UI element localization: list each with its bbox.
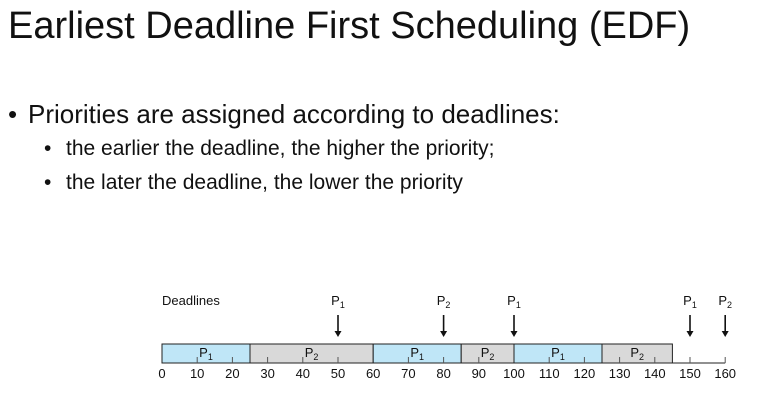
tick-label: 40 xyxy=(296,366,310,381)
arrow-down-icon xyxy=(334,331,342,337)
arrow-down-icon xyxy=(686,331,694,337)
segment-label: P2 xyxy=(630,345,644,362)
tick-label: 120 xyxy=(574,366,596,381)
schedule-segment: P1 xyxy=(513,343,603,364)
deadline-label: P1 xyxy=(683,293,697,310)
deadline-label: P2 xyxy=(718,293,732,310)
segment-label: P2 xyxy=(305,345,319,362)
tick-label: 70 xyxy=(401,366,415,381)
bullet-text: Priorities are assigned according to dea… xyxy=(28,99,560,129)
deadline-label: P2 xyxy=(437,293,451,310)
tick-label: 20 xyxy=(225,366,239,381)
deadline-label: P1 xyxy=(507,293,521,310)
deadline-marker: P2 xyxy=(718,293,732,337)
time-axis: 0 10 20 30 40 50 60 70 80 90 100 110 120 130 140 150 160 xyxy=(158,357,736,381)
deadlines-label: Deadlines xyxy=(162,293,220,308)
tick-label: 130 xyxy=(609,366,631,381)
bullet-icon: • xyxy=(8,99,18,129)
arrow-down-icon xyxy=(440,331,448,337)
schedule-segment: P2 xyxy=(460,343,515,364)
tick-label: 0 xyxy=(158,366,165,381)
deadline-marker: P1 xyxy=(507,293,521,337)
sub-bullet-item: • the later the deadline, the lower the … xyxy=(44,166,560,200)
tick-label: 140 xyxy=(644,366,666,381)
tick-label: 100 xyxy=(503,366,525,381)
arrow-down-icon xyxy=(510,331,518,337)
deadline-marker: P2 xyxy=(437,293,451,337)
sub-bullet-item: • the earlier the deadline, the higher t… xyxy=(44,132,560,166)
deadline-label: P1 xyxy=(331,293,345,310)
tick-label: 10 xyxy=(190,366,204,381)
bullet-item: • Priorities are assigned according to d… xyxy=(8,96,560,132)
tick-label: 90 xyxy=(472,366,486,381)
deadline-marker: P1 xyxy=(683,293,697,337)
schedule-segment: P1 xyxy=(161,343,251,364)
sub-bullet-text: the earlier the deadline, the higher the… xyxy=(66,137,495,160)
segment-label: P1 xyxy=(410,345,424,362)
bullet-icon: • xyxy=(44,137,52,160)
tick-label: 160 xyxy=(714,366,736,381)
tick-label: 110 xyxy=(539,366,560,381)
schedule-segment: P1 xyxy=(372,343,462,364)
tick-label: 150 xyxy=(679,366,701,381)
segment-label: P2 xyxy=(481,345,495,362)
segment-label: P1 xyxy=(551,345,565,362)
tick-label: 30 xyxy=(260,366,274,381)
tick-label: 50 xyxy=(331,366,345,381)
segment-label: P1 xyxy=(199,345,213,362)
deadline-markers: P1 P2 P1 P1 P2 xyxy=(331,293,732,337)
bullet-icon: • xyxy=(44,171,52,194)
schedule-bar: P1 P2 P1 P2 P1 P2 xyxy=(161,343,673,364)
edf-timeline-diagram: Deadlines P1 P2 P1 P1 P2 P1 P2 P1 P2 P1 P2 0 10 20 3… xyxy=(158,293,736,381)
tick-label: 80 xyxy=(436,366,450,381)
sub-bullet-text: the later the deadline, the lower the pr… xyxy=(66,171,463,194)
schedule-segment: P2 xyxy=(249,343,374,364)
schedule-segment: P2 xyxy=(601,343,673,364)
slide-title: Earliest Deadline First Scheduling (EDF) xyxy=(8,5,691,47)
arrow-down-icon xyxy=(721,331,729,337)
tick-label: 60 xyxy=(366,366,380,381)
deadline-marker: P1 xyxy=(331,293,345,337)
bullet-list: • Priorities are assigned according to d… xyxy=(8,96,560,200)
